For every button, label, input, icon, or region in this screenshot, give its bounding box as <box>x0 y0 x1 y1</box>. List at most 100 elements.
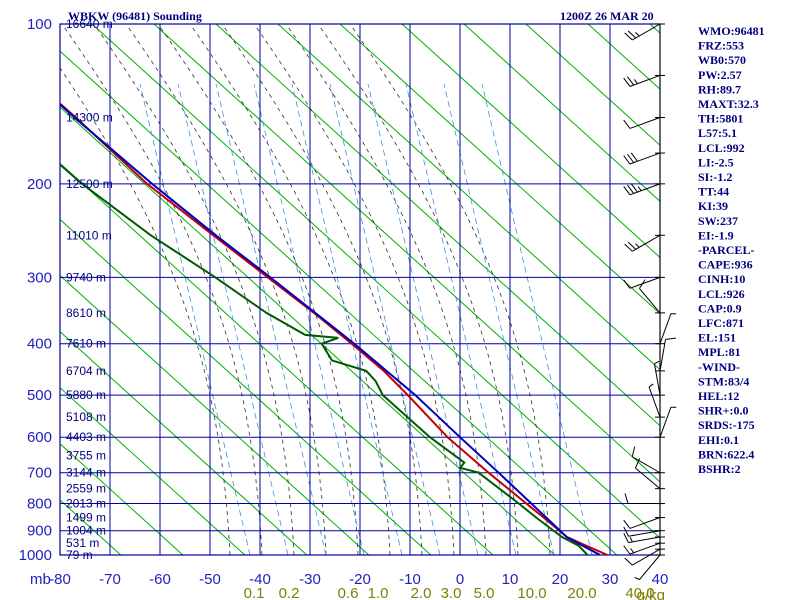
wind-barb-flag <box>627 153 635 163</box>
sounding-index: SRDS:-175 <box>698 418 755 432</box>
dry-adiabat <box>60 106 556 555</box>
moist-adiabat <box>285 24 487 555</box>
mixing-ratio-label: 0.1 <box>244 585 265 600</box>
sounding-index: EHI:0.1 <box>698 433 739 447</box>
mixing-ratio-line <box>481 83 593 555</box>
sounding-index: PW:2.57 <box>698 68 742 82</box>
wind-profile <box>623 23 677 580</box>
wind-barb <box>623 526 665 537</box>
wind-barb <box>623 152 665 165</box>
mixing-ratio-label: 2.0 <box>411 585 432 600</box>
temperature-tick-label: 10 <box>502 571 519 588</box>
temperature-tick-label: -20 <box>349 571 371 588</box>
mixing-ratio-label: 1.0 <box>368 585 389 600</box>
mixing-ratio-label: 0.6 <box>338 585 359 600</box>
sounding-index: CAPE:936 <box>698 258 753 272</box>
wind-barb-flag <box>627 241 637 250</box>
sounding-index: MAXT:32.3 <box>698 97 759 111</box>
wind-barb-flag <box>665 337 676 340</box>
wind-barb-half <box>635 32 640 37</box>
chart-subtitle: 1200Z 26 MAR 20 <box>560 9 654 23</box>
wind-barb <box>623 117 665 129</box>
sounding-index: CINH:10 <box>698 272 745 286</box>
mixing-ratio-label: 40.0 <box>625 585 654 600</box>
dry-adiabat <box>525 24 660 146</box>
sounding-index: LCL:926 <box>698 287 745 301</box>
dry-adiabat <box>60 274 370 555</box>
altitude-label: 531 m <box>66 536 99 550</box>
wind-barb-flag <box>623 155 631 165</box>
mixing-ratio-line <box>291 83 403 555</box>
sounding-index: WMO:96481 <box>698 24 765 38</box>
moist-adiabat <box>93 24 295 555</box>
mixing-ratio-line <box>329 83 441 555</box>
wind-barb-flag <box>623 519 631 529</box>
sounding-index: LI:-2.5 <box>698 155 734 169</box>
wind-barb <box>624 548 665 566</box>
wind-barb-shaft <box>629 152 661 165</box>
dry-adiabat <box>277 24 660 371</box>
wind-barb-shaft <box>629 117 661 129</box>
wind-barb-shaft <box>628 530 661 537</box>
wind-barb-half <box>629 536 633 543</box>
moist-adiabat <box>221 24 423 555</box>
mixing-ratio-label: 20.0 <box>567 585 596 600</box>
sounding-index: BRN:622.4 <box>698 447 754 461</box>
pressure-tick-label: 200 <box>27 176 52 193</box>
temperature-tick-label: -50 <box>199 571 221 588</box>
pressure-tick-label: 300 <box>27 269 52 286</box>
moist-adiabat <box>349 24 551 555</box>
wind-barb-flag <box>623 545 631 555</box>
wind-barb-half <box>635 243 640 248</box>
wind-barb <box>623 542 665 555</box>
dry-adiabat <box>91 24 660 539</box>
altitude-label: 2013 m <box>66 497 106 511</box>
sounding-index: SHR+:0.0 <box>698 404 749 418</box>
moist-adiabat <box>157 24 359 555</box>
wind-barb-shaft <box>629 183 661 196</box>
temperature-tick-label: 20 <box>552 571 569 588</box>
mixing-ratio-unit-label: g/kg <box>637 587 665 600</box>
wind-barb-shaft <box>629 517 661 529</box>
mixing-ratio-line <box>215 83 327 555</box>
altitude-label: 3755 m <box>66 449 106 463</box>
moist-adiabat <box>125 24 327 555</box>
dry-adiabat <box>60 443 184 555</box>
wind-barb-shaft <box>632 23 661 41</box>
wind-barb-half <box>630 548 635 554</box>
mixing-ratio-line <box>253 83 365 555</box>
moist-adiabat <box>317 24 519 555</box>
dry-adiabat <box>60 387 246 555</box>
temperature-tick-label: 30 <box>602 571 619 588</box>
wind-barb-flag <box>624 557 633 566</box>
wind-barb-shaft <box>659 313 672 344</box>
sounding-index: EI:-1.9 <box>698 228 734 242</box>
wind-barb <box>655 406 677 438</box>
altitude-label: 5108 m <box>66 410 106 424</box>
wind-barb <box>623 533 665 544</box>
altitude-label: 12500 m <box>66 177 113 191</box>
wind-barb <box>623 517 665 529</box>
sounding-index: TH:5801 <box>698 112 743 126</box>
mixing-ratio-label: 5.0 <box>474 585 495 600</box>
wind-barb-flag <box>627 30 637 39</box>
wind-barb-half <box>654 360 660 365</box>
sounding-index: CAP:0.9 <box>698 301 742 315</box>
wind-barb-flag <box>630 152 638 162</box>
wind-barb-flag <box>623 119 631 129</box>
wind-barb-shaft <box>629 542 661 555</box>
temperature-tick-label: -70 <box>99 571 121 588</box>
sounding-index: HEL:12 <box>698 389 739 403</box>
wind-barb-flag <box>630 183 638 193</box>
wind-barb <box>648 383 665 418</box>
wind-barb-flag <box>623 279 631 289</box>
wind-barb-flag <box>623 533 629 543</box>
moist-adiabat <box>60 67 231 555</box>
wind-barb <box>634 554 665 580</box>
wind-barb-shaft <box>639 554 661 580</box>
temperature-line <box>60 102 608 555</box>
wind-barb-flag <box>624 32 633 41</box>
wind-barb <box>631 446 665 474</box>
sounding-index: L57:5.1 <box>698 126 737 140</box>
